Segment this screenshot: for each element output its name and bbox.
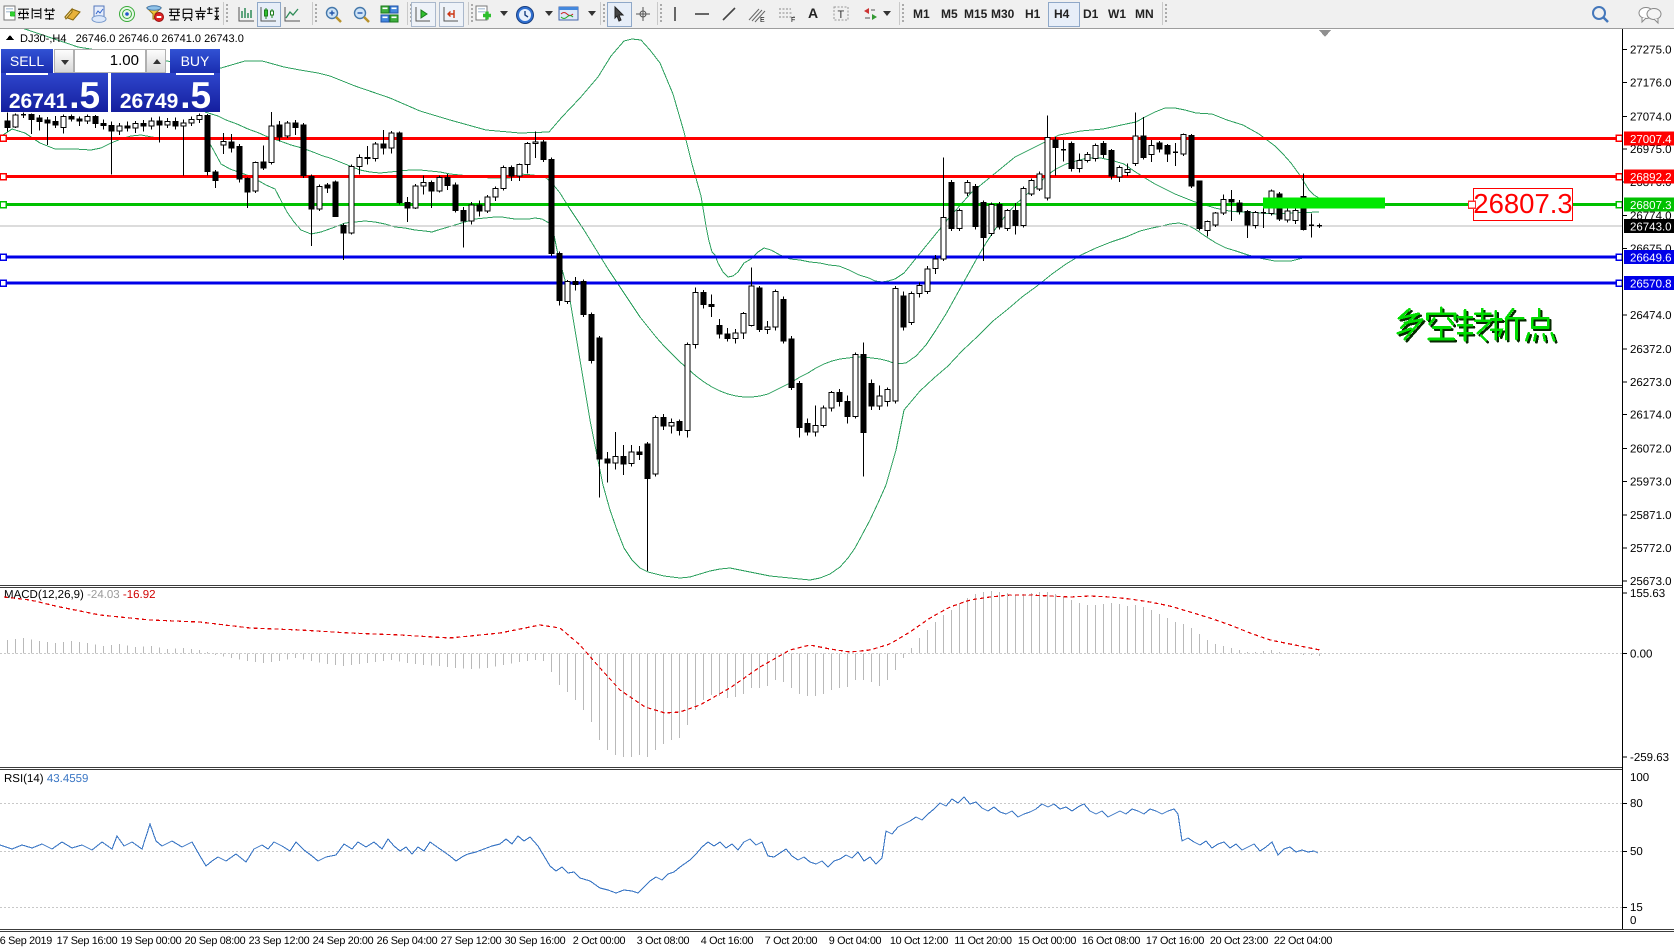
svg-text:9 Oct 04:00: 9 Oct 04:00 <box>829 935 882 947</box>
svg-text:20 Oct 23:00: 20 Oct 23:00 <box>1210 935 1269 947</box>
svg-text:23 Sep 12:00: 23 Sep 12:00 <box>249 935 310 947</box>
svg-text:100: 100 <box>1630 772 1649 784</box>
svg-text:MACD(12,26,9) -24.03 -16.92: MACD(12,26,9) -24.03 -16.92 <box>4 589 156 601</box>
svg-text:26372.0: 26372.0 <box>1630 344 1672 356</box>
svg-text:RSI(14) 43.4559: RSI(14) 43.4559 <box>4 773 88 785</box>
svg-text:-259.63: -259.63 <box>1630 752 1669 764</box>
svg-text:80: 80 <box>1630 798 1643 810</box>
svg-text:26975.0: 26975.0 <box>1630 144 1672 156</box>
svg-text:30 Sep 16:00: 30 Sep 16:00 <box>505 935 566 947</box>
svg-text:15 Oct 00:00: 15 Oct 00:00 <box>1018 935 1077 947</box>
svg-text:26570.8: 26570.8 <box>1630 279 1672 291</box>
svg-text:25973.0: 25973.0 <box>1630 476 1672 488</box>
svg-text:27 Sep 12:00: 27 Sep 12:00 <box>441 935 502 947</box>
svg-text:7 Oct 20:00: 7 Oct 20:00 <box>765 935 818 947</box>
svg-text:26 Sep 04:00: 26 Sep 04:00 <box>377 935 438 947</box>
svg-text:25673.0: 25673.0 <box>1630 576 1672 588</box>
svg-text:15: 15 <box>1630 902 1643 914</box>
svg-text:10 Oct 12:00: 10 Oct 12:00 <box>890 935 949 947</box>
svg-text:20 Sep 08:00: 20 Sep 08:00 <box>185 935 246 947</box>
svg-text:17 Sep 16:00: 17 Sep 16:00 <box>57 935 118 947</box>
svg-text:27007.4: 27007.4 <box>1630 134 1672 146</box>
svg-text:16 Oct 08:00: 16 Oct 08:00 <box>1082 935 1141 947</box>
svg-text:26807.3: 26807.3 <box>1630 200 1672 212</box>
svg-text:26807.3: 26807.3 <box>1473 188 1572 219</box>
svg-text:22 Oct 04:00: 22 Oct 04:00 <box>1274 935 1333 947</box>
svg-text:3 Oct 08:00: 3 Oct 08:00 <box>637 935 690 947</box>
svg-text:25772.0: 25772.0 <box>1630 543 1672 555</box>
svg-text:19 Sep 00:00: 19 Sep 00:00 <box>121 935 182 947</box>
svg-text:16 Sep 2019: 16 Sep 2019 <box>0 935 52 947</box>
svg-text:DJ30-,H4 26746.0 26746.0 267: DJ30-,H4 26746.0 26746.0 26741.0 26743.0 <box>20 33 244 45</box>
svg-text:26743.0: 26743.0 <box>1630 222 1672 234</box>
svg-text:26072.0: 26072.0 <box>1630 444 1672 456</box>
svg-text:26174.0: 26174.0 <box>1630 410 1672 422</box>
svg-text:26474.0: 26474.0 <box>1630 310 1672 322</box>
svg-text:0: 0 <box>1630 915 1636 927</box>
svg-text:27275.0: 27275.0 <box>1630 45 1672 57</box>
svg-text:27176.0: 27176.0 <box>1630 77 1672 89</box>
svg-text:26273.0: 26273.0 <box>1630 377 1672 389</box>
svg-text:27074.0: 27074.0 <box>1630 111 1672 123</box>
svg-text:2 Oct 00:00: 2 Oct 00:00 <box>573 935 626 947</box>
svg-text:50: 50 <box>1630 846 1643 858</box>
svg-text:T: T <box>838 9 845 21</box>
svg-text:F: F <box>791 17 795 24</box>
svg-text:17 Oct 16:00: 17 Oct 16:00 <box>1146 935 1205 947</box>
svg-text:11 Oct 20:00: 11 Oct 20:00 <box>954 935 1012 947</box>
svg-text:26892.2: 26892.2 <box>1630 172 1672 184</box>
svg-text:155.63: 155.63 <box>1630 588 1665 600</box>
svg-text:0.00: 0.00 <box>1630 649 1652 661</box>
svg-text:26649.6: 26649.6 <box>1630 253 1672 265</box>
svg-text:24 Sep 20:00: 24 Sep 20:00 <box>313 935 374 947</box>
svg-text:4 Oct 16:00: 4 Oct 16:00 <box>701 935 754 947</box>
svg-text:E: E <box>760 17 765 24</box>
svg-text:25871.0: 25871.0 <box>1630 510 1672 522</box>
